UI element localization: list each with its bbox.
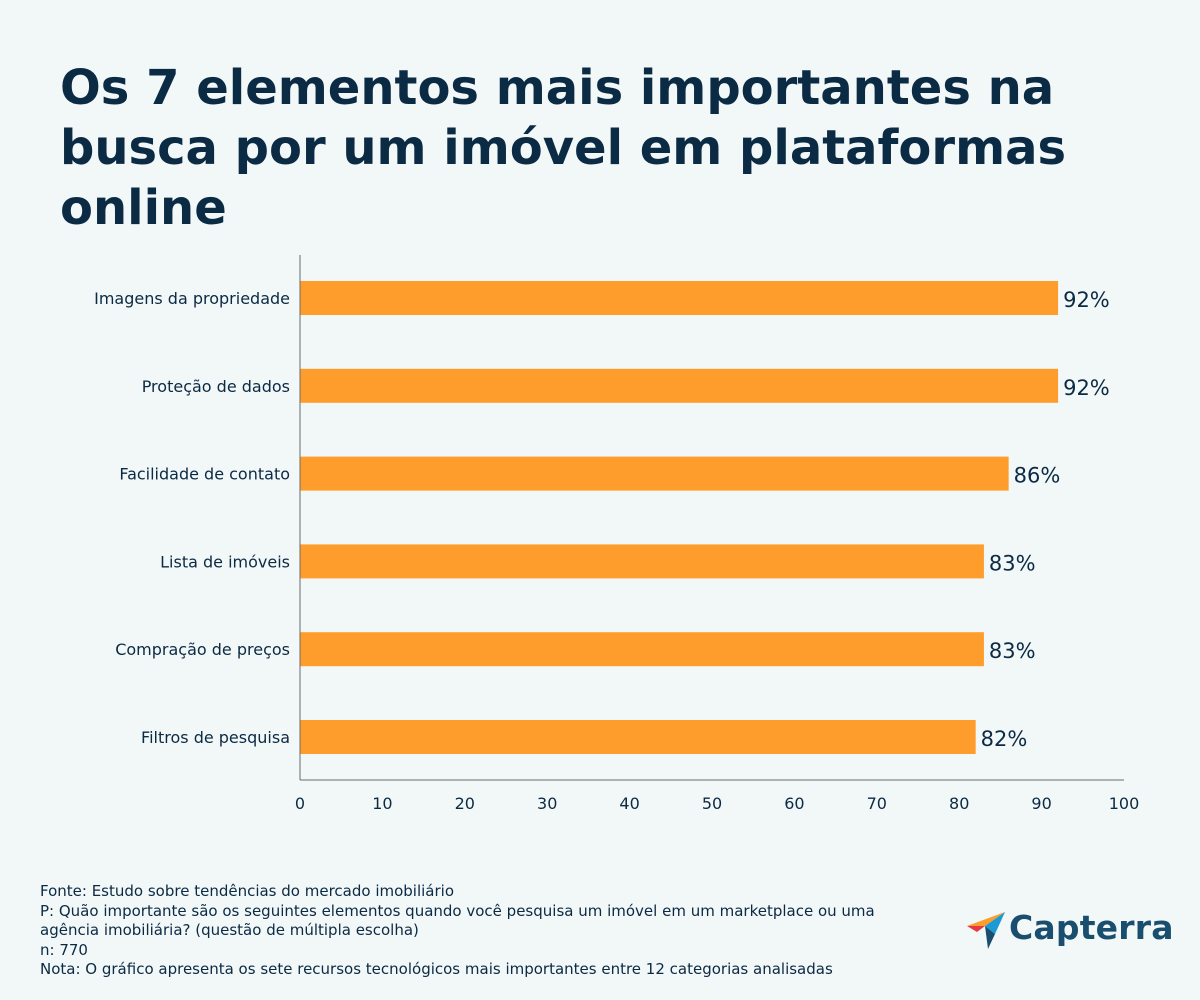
bar bbox=[300, 720, 976, 754]
bar bbox=[300, 456, 1009, 491]
x-tick-label: 80 bbox=[949, 794, 969, 813]
capterra-logo: Capterra bbox=[965, 905, 1174, 949]
value-label: 82% bbox=[981, 727, 1028, 751]
value-label: 83% bbox=[989, 551, 1036, 575]
methodology-note: Nota: O gráfico apresenta os sete recurs… bbox=[40, 960, 833, 978]
bar bbox=[300, 281, 1059, 315]
x-tick-label: 0 bbox=[295, 794, 305, 813]
logo-text: Capterra bbox=[1009, 907, 1174, 947]
value-label: 92% bbox=[1063, 376, 1110, 400]
x-tick-label: 70 bbox=[867, 794, 887, 813]
value-label: 83% bbox=[989, 639, 1036, 663]
capterra-arrow-icon bbox=[967, 912, 1005, 949]
x-tick-label: 20 bbox=[455, 794, 475, 813]
category-label: Facilidade de contato bbox=[119, 465, 290, 484]
category-label: Proteção de dados bbox=[142, 377, 290, 396]
sample-size-note: n: 770 bbox=[40, 940, 88, 959]
axes-group: 0 10 20 30 40 50 60 70 80 90 100 bbox=[295, 255, 1139, 813]
x-tick-label: 50 bbox=[702, 794, 722, 813]
category-label: Filtros de pesquisa bbox=[141, 728, 290, 747]
bar bbox=[300, 544, 984, 579]
bar bbox=[300, 632, 984, 667]
value-label: 86% bbox=[1014, 464, 1061, 488]
chart-title: Os 7 elementos mais importantes na busca… bbox=[60, 60, 1067, 236]
x-tick-label: 60 bbox=[784, 794, 804, 813]
x-tick-label: 90 bbox=[1031, 794, 1051, 813]
x-tick-label: 30 bbox=[537, 794, 557, 813]
category-label: Imagens da propriedade bbox=[94, 289, 290, 308]
x-tick-label: 40 bbox=[619, 794, 639, 813]
category-label: Compração de preços bbox=[115, 640, 290, 659]
source-note: Fonte: Estudo sobre tendências do mercad… bbox=[40, 882, 455, 900]
bar bbox=[300, 368, 1059, 403]
x-tick-label: 100 bbox=[1109, 794, 1140, 813]
question-note: P: Quão importante são os seguintes elem… bbox=[40, 901, 875, 940]
footnotes: Fonte: Estudo sobre tendências do mercad… bbox=[40, 882, 920, 980]
category-label: Lista de imóveis bbox=[160, 552, 290, 571]
x-tick-label: 10 bbox=[372, 794, 392, 813]
bars-group: Imagens da propriedade 92% Proteção de dad… bbox=[94, 281, 1110, 754]
bar-chart: Imagens da propriedade 92% Proteção de dad… bbox=[94, 255, 1139, 813]
value-label: 92% bbox=[1063, 288, 1110, 312]
